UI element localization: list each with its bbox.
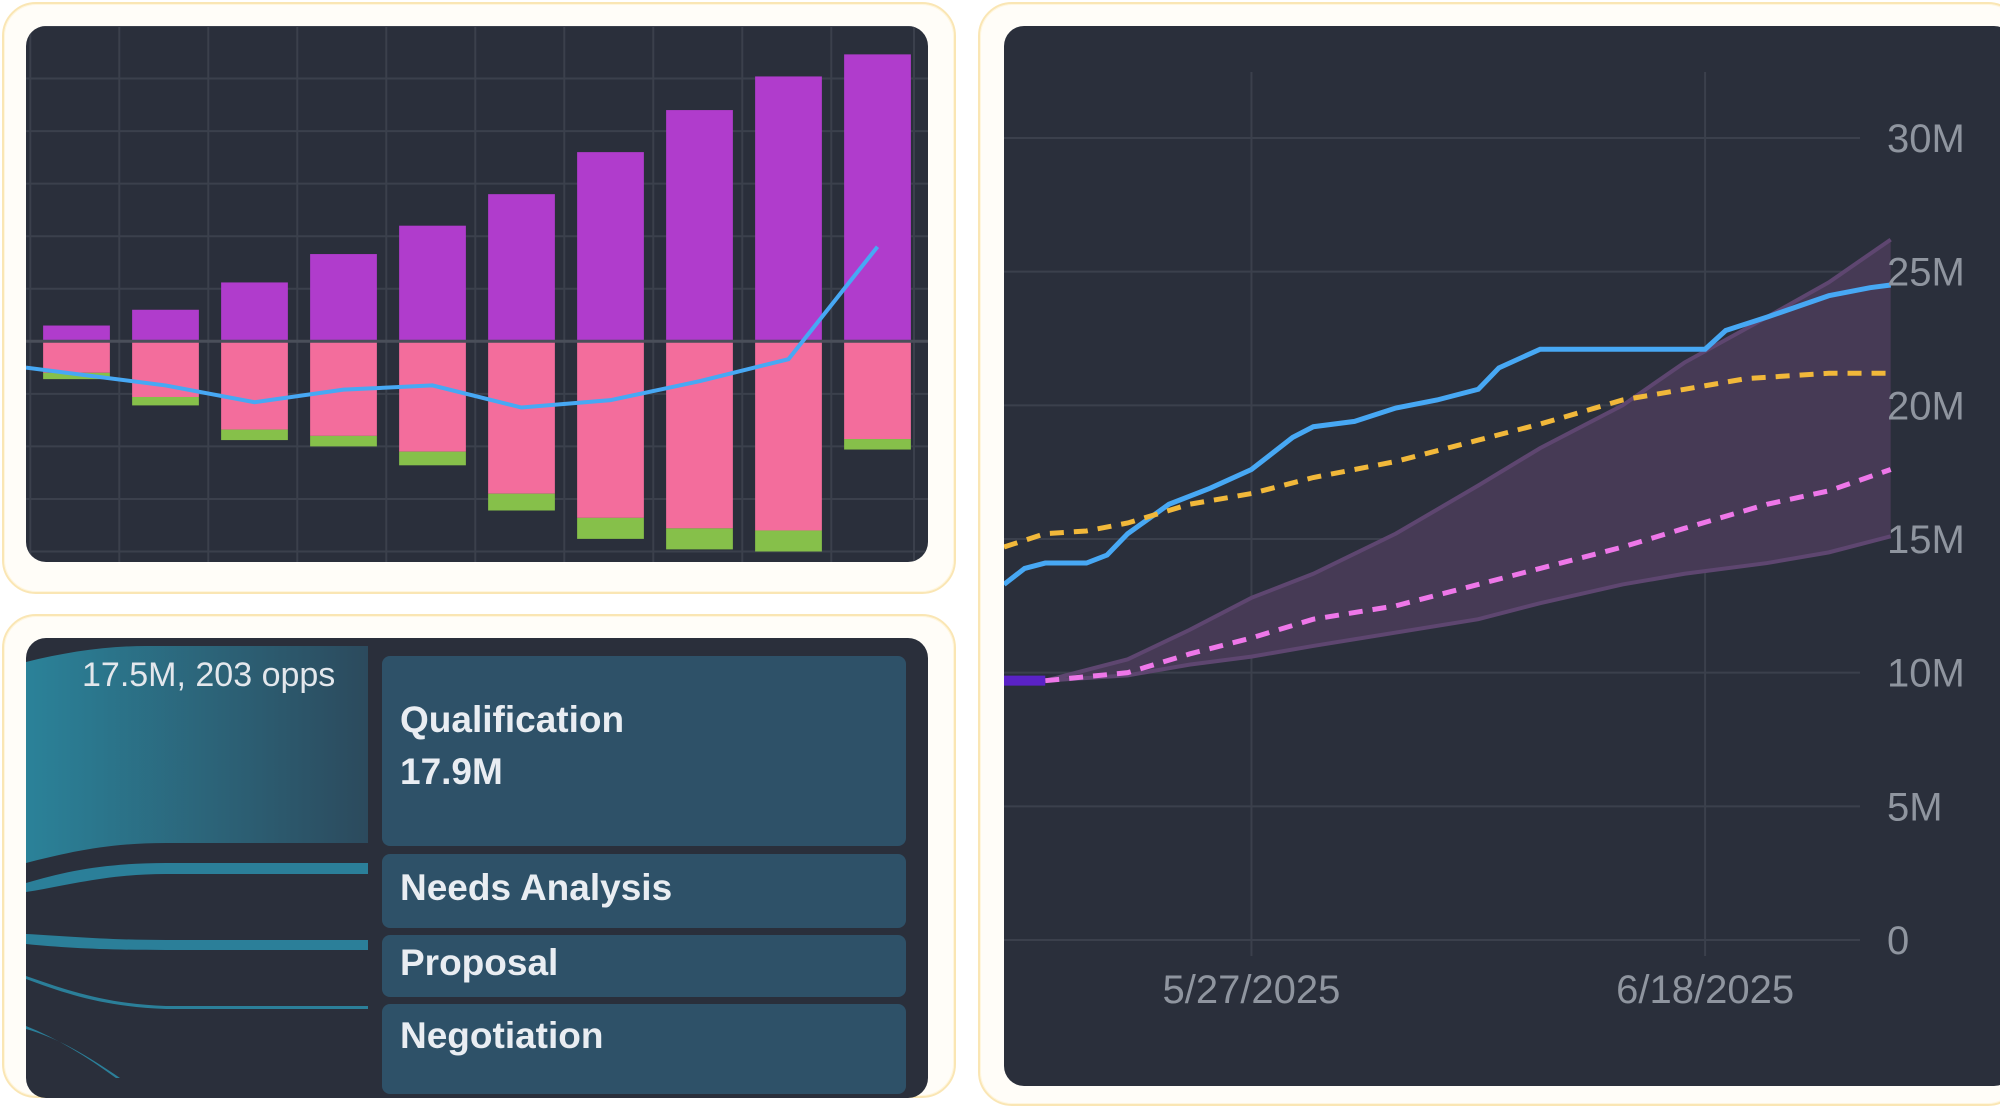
stage-label: Needs Analysis bbox=[400, 867, 673, 908]
funnel-panel: 17.5M, 203 opps Qualification 17.9M Need… bbox=[26, 638, 928, 1098]
bar-up bbox=[43, 325, 110, 342]
bar-down bbox=[43, 341, 110, 373]
stage-proposal[interactable]: Proposal bbox=[382, 935, 906, 997]
bar-down bbox=[577, 341, 644, 518]
right-axis-labels: 0 5M 10M 15M 20M 25M 30M 5/27/2025 6/18/2025 bbox=[1162, 117, 1964, 1012]
bar-up bbox=[488, 194, 555, 342]
bar-up bbox=[577, 152, 644, 342]
bar-up bbox=[666, 110, 733, 342]
waterfall-chart-panel bbox=[26, 26, 928, 562]
stage-label: Proposal bbox=[400, 942, 559, 983]
bar-down bbox=[488, 341, 555, 494]
flow-band-negotiation bbox=[26, 976, 368, 1009]
flow-band-qualification bbox=[26, 646, 368, 863]
bar-green bbox=[844, 439, 911, 450]
bar-up bbox=[132, 309, 199, 342]
bar-green bbox=[755, 530, 822, 552]
y-tick-label: 25M bbox=[1887, 251, 1965, 295]
y-tick-label: 30M bbox=[1887, 117, 1965, 161]
forecast-chart-panel: 0 5M 10M 15M 20M 25M 30M 5/27/2025 6/18/2025 bbox=[1004, 26, 2000, 1086]
bar-up bbox=[310, 254, 377, 342]
left-line bbox=[26, 245, 880, 410]
series-line-2 bbox=[1044, 467, 1892, 684]
bar-up bbox=[755, 76, 822, 342]
bar-green bbox=[221, 429, 288, 441]
flow-band-closed bbox=[26, 1026, 120, 1078]
band-area bbox=[1045, 239, 1891, 681]
waterfall-chart bbox=[26, 26, 928, 562]
flow-band-proposal bbox=[26, 934, 368, 950]
confidence-band bbox=[1044, 237, 1892, 683]
left-bars bbox=[26, 54, 928, 552]
stage-label: Qualification bbox=[400, 699, 625, 740]
left-grid bbox=[26, 26, 928, 562]
bar-green bbox=[488, 493, 555, 511]
bar-green bbox=[399, 451, 466, 466]
band-lower bbox=[1045, 534, 1892, 683]
forecast-chart: 0 5M 10M 15M 20M 25M 30M 5/27/2025 6/18/2025 bbox=[1004, 72, 1965, 1012]
stage-label: Negotiation bbox=[400, 1015, 604, 1056]
stage-value: 17.9M bbox=[400, 751, 503, 792]
x-tick-label: 5/27/2025 bbox=[1162, 968, 1340, 1012]
left-trend-line bbox=[26, 245, 880, 410]
series-line-1 bbox=[1004, 370, 1891, 550]
bar-down bbox=[844, 341, 911, 440]
right-series bbox=[1004, 282, 1892, 686]
bar-green bbox=[310, 435, 377, 447]
flow-band-needs-analysis bbox=[26, 863, 368, 892]
bar-up bbox=[399, 225, 466, 342]
y-tick-label: 0 bbox=[1887, 919, 1909, 963]
bar-up bbox=[844, 54, 911, 342]
right-grid bbox=[1004, 72, 1860, 956]
funnel-flows: 17.5M, 203 opps bbox=[26, 646, 368, 1078]
stage-qualification[interactable]: Qualification 17.9M bbox=[382, 656, 906, 846]
y-tick-label: 20M bbox=[1887, 384, 1965, 428]
bar-down bbox=[399, 341, 466, 452]
bar-green bbox=[132, 396, 199, 406]
y-tick-label: 5M bbox=[1887, 785, 1943, 829]
bar-green bbox=[666, 528, 733, 550]
stage-needs-analysis[interactable]: Needs Analysis bbox=[382, 854, 906, 928]
bar-down bbox=[221, 341, 288, 430]
bar-green bbox=[577, 517, 644, 539]
bar-up bbox=[221, 282, 288, 342]
series-line-0 bbox=[1004, 282, 1892, 587]
bar-down bbox=[755, 341, 822, 531]
x-tick-label: 6/18/2025 bbox=[1616, 968, 1794, 1012]
y-tick-label: 10M bbox=[1887, 652, 1965, 696]
stage-negotiation[interactable]: Negotiation bbox=[382, 1004, 906, 1094]
bar-down bbox=[666, 341, 733, 529]
flow-label: 17.5M, 203 opps bbox=[82, 656, 335, 694]
y-tick-label: 15M bbox=[1887, 518, 1965, 562]
